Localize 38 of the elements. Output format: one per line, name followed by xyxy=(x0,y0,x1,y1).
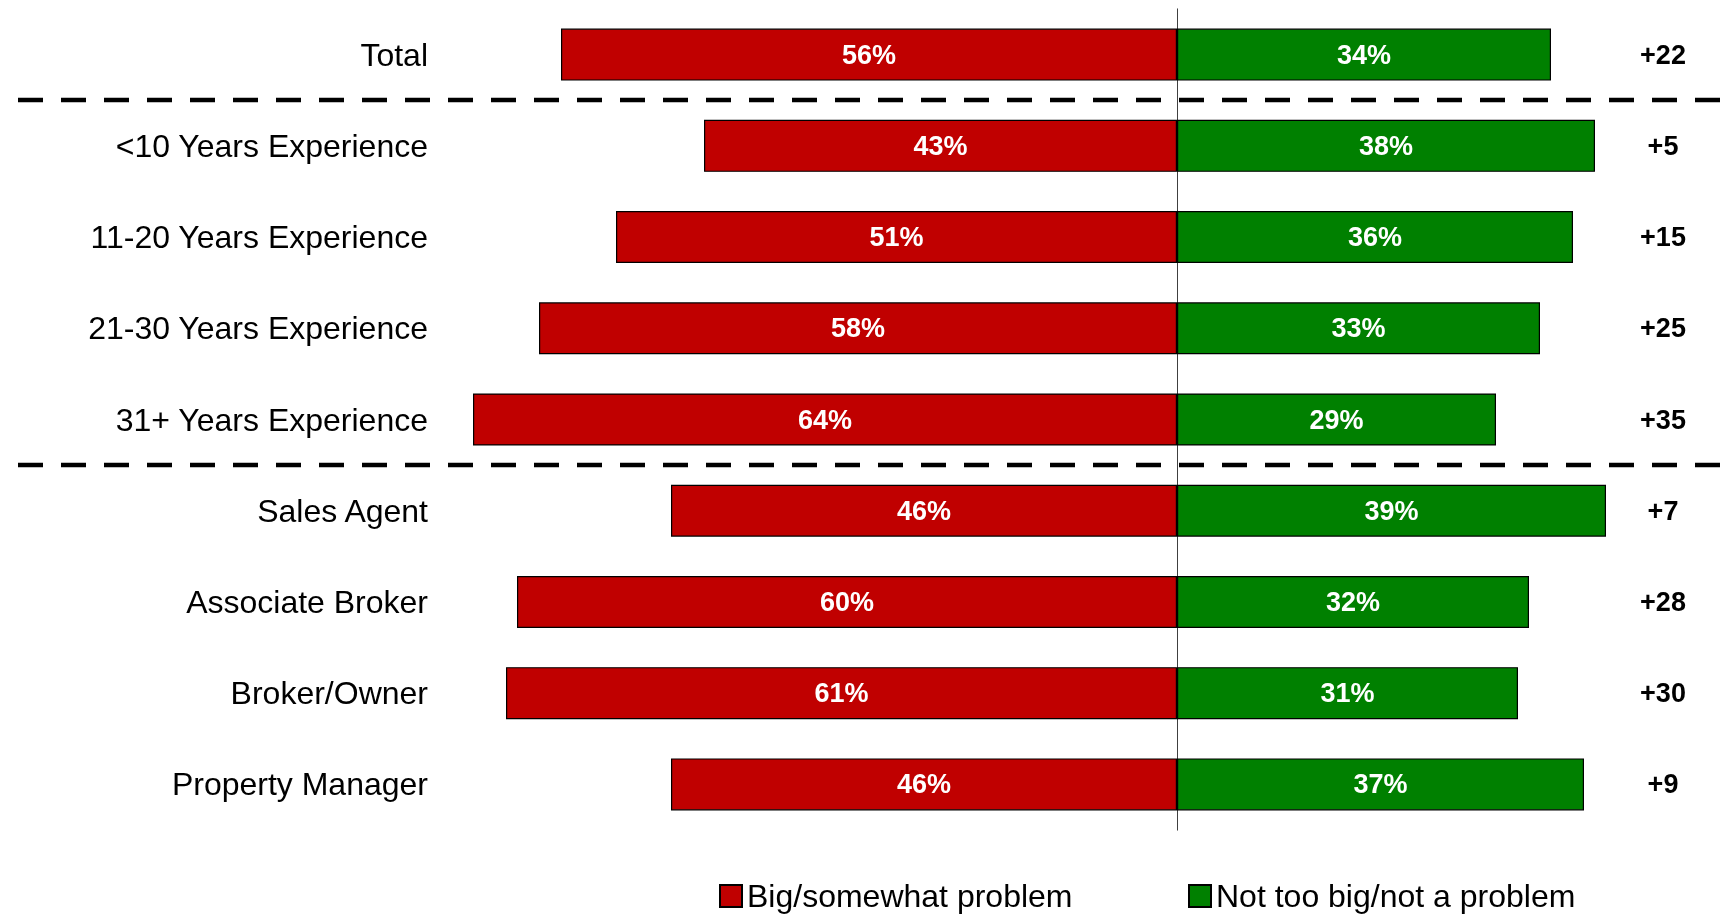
text: +5 xyxy=(1647,130,1679,161)
data-label: 32% xyxy=(1325,586,1381,617)
y-tick-label: Total xyxy=(360,36,428,73)
text: +35 xyxy=(1640,404,1686,435)
data-label: 36% xyxy=(1347,222,1403,253)
data-label: 34% xyxy=(1336,39,1392,70)
data-label: 58% xyxy=(830,313,886,344)
y-tick-label: 31+ Years Experience xyxy=(115,401,428,438)
data-label: 51% xyxy=(869,222,924,253)
text: +28 xyxy=(1640,586,1686,617)
y-tick-label: 11-20 Years Experience xyxy=(90,219,428,256)
y-tick-label: Associate Broker xyxy=(186,583,429,620)
y-tick-label: Broker/Owner xyxy=(230,675,429,712)
text: +25 xyxy=(1640,313,1686,344)
text: +7 xyxy=(1647,495,1679,526)
text: +30 xyxy=(1640,678,1686,709)
legend-label: Not too big/not a problem xyxy=(1216,878,1576,914)
data-label: 60% xyxy=(819,586,875,617)
y-tick-label: <10 Years Experience xyxy=(115,127,428,164)
text: +9 xyxy=(1647,769,1679,800)
y-tick-label: Sales Agent xyxy=(257,492,429,529)
data-label: 64% xyxy=(797,404,853,435)
data-label: 33% xyxy=(1331,313,1386,344)
data-label: 38% xyxy=(1358,130,1414,161)
y-tick-label: 21-30 Years Experience xyxy=(88,310,428,347)
legend-label: Big/somewhat problem xyxy=(747,878,1073,914)
data-label: 37% xyxy=(1353,769,1408,800)
data-label: 39% xyxy=(1364,495,1419,526)
data-label: 31% xyxy=(1320,678,1375,709)
text: +22 xyxy=(1640,39,1686,70)
data-label: 61% xyxy=(814,678,869,709)
data-label: 29% xyxy=(1309,404,1364,435)
data-label: 46% xyxy=(896,769,952,800)
y-tick-label: Property Manager xyxy=(171,766,429,803)
data-label: 56% xyxy=(841,39,897,70)
data-label: 46% xyxy=(896,495,952,526)
text: +15 xyxy=(1640,222,1686,253)
data-label: 43% xyxy=(913,130,968,161)
